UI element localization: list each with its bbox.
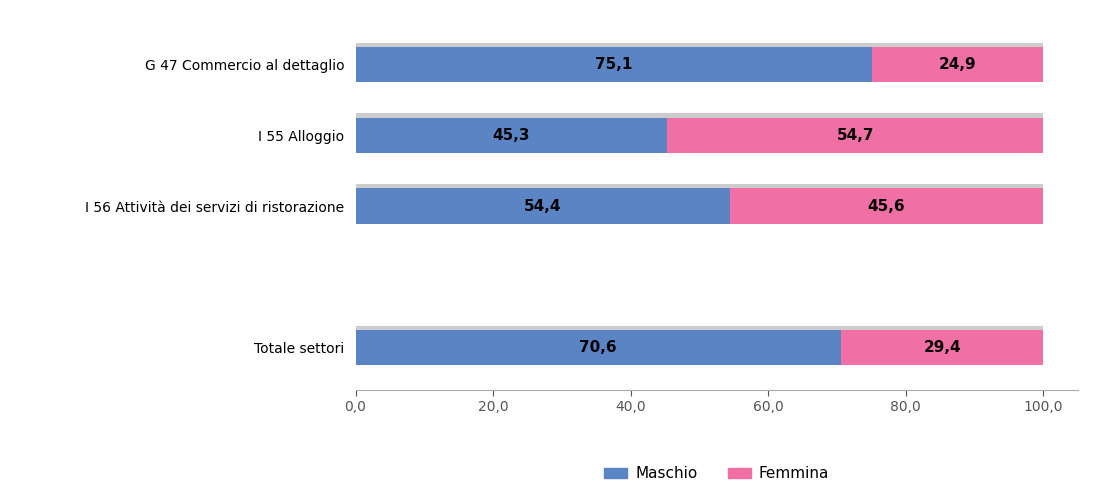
Bar [356,326,1043,361]
Text: 70,6: 70,6 [580,340,617,355]
Text: 75,1: 75,1 [595,57,632,72]
Bar [356,330,841,365]
Text: 24,9: 24,9 [939,57,977,72]
Legend: Maschio, Femmina: Maschio, Femmina [599,460,834,487]
Bar [730,188,1043,224]
Text: 45,3: 45,3 [492,128,530,143]
Bar [356,114,1043,148]
Bar [356,47,872,82]
Bar [841,330,1043,365]
Bar [356,188,730,224]
Bar [667,118,1043,153]
Text: 54,7: 54,7 [837,128,874,143]
Bar [356,184,1043,220]
Text: 45,6: 45,6 [868,198,905,214]
Bar [872,47,1043,82]
Bar [356,118,667,153]
Text: 54,4: 54,4 [524,198,561,214]
Text: 29,4: 29,4 [923,340,961,355]
Bar [356,42,1043,78]
